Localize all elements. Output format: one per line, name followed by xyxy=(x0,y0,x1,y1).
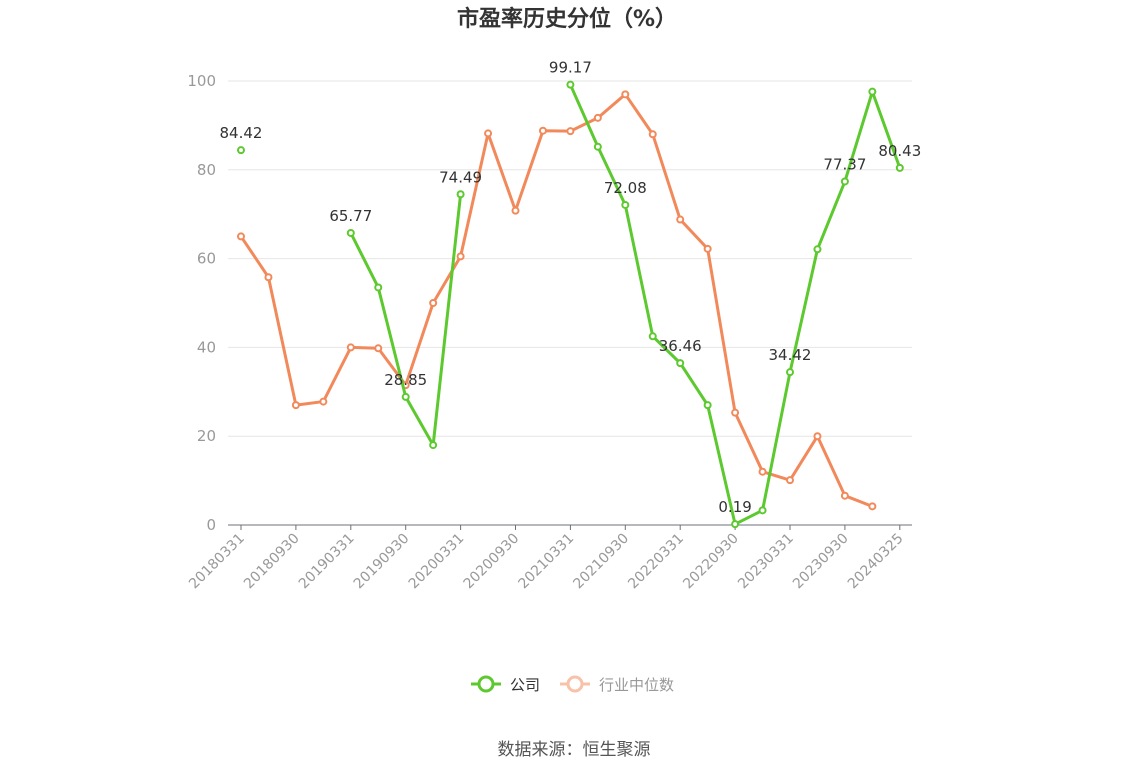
data-point-industry-median xyxy=(511,206,520,215)
y-tick-label: 60 xyxy=(197,250,216,268)
data-point-industry-median xyxy=(593,113,602,122)
data-point-industry-median xyxy=(484,129,493,138)
x-tick-label: 20190331 xyxy=(296,531,358,593)
x-tick-label: 20200331 xyxy=(406,531,468,593)
data-label: 80.43 xyxy=(878,142,921,160)
y-tick-label: 80 xyxy=(197,161,216,179)
y-axis: 0 20 40 60 80 100 xyxy=(187,72,216,534)
data-label: 0.19 xyxy=(718,498,751,516)
data-point-company xyxy=(566,80,575,89)
x-axis: 2018033120180930201903312019093020200331… xyxy=(186,524,912,593)
data-point-company xyxy=(374,283,383,292)
data-point-industry-median xyxy=(840,491,849,500)
legend[interactable]: 公司 行业中位数 xyxy=(471,675,674,694)
legend-marker xyxy=(566,675,584,693)
x-tick-label: 20180331 xyxy=(186,531,248,593)
data-point-industry-median xyxy=(264,273,273,282)
data-point-industry-median xyxy=(786,476,794,485)
data-point-company xyxy=(703,401,712,410)
y-tick-label: 100 xyxy=(187,72,216,90)
x-tick-label: 20220930 xyxy=(680,531,742,593)
data-point-industry-median xyxy=(648,130,657,139)
data-point-industry-median xyxy=(758,467,767,476)
data-point-industry-median xyxy=(374,344,383,353)
data-source: 数据来源：恒生聚源 xyxy=(498,740,651,760)
x-tick-label: 20220331 xyxy=(625,531,687,593)
data-point-company xyxy=(346,228,355,237)
x-tick-label: 20210331 xyxy=(516,531,578,593)
data-point-company xyxy=(840,177,849,186)
x-tick-label: 20240325 xyxy=(845,531,907,593)
data-point-industry-median xyxy=(731,408,740,417)
legend-item-company[interactable]: 公司 xyxy=(510,676,540,694)
data-point-industry-median xyxy=(538,126,547,135)
data-point-company xyxy=(676,359,685,368)
data-point-industry-median xyxy=(676,215,685,224)
series-line-company xyxy=(569,84,902,526)
series-layer xyxy=(237,80,904,529)
data-point-company xyxy=(429,441,438,450)
data-point-company xyxy=(593,142,602,151)
data-label: 36.46 xyxy=(659,337,702,355)
data-label: 34.42 xyxy=(769,346,812,364)
y-tick-label: 0 xyxy=(206,516,216,534)
data-point-company xyxy=(758,506,767,515)
data-point-industry-median xyxy=(291,401,300,410)
series-line-company xyxy=(349,194,463,447)
data-point-company xyxy=(813,245,822,254)
x-tick-label: 20200930 xyxy=(461,531,523,593)
data-point-industry-median xyxy=(868,502,877,511)
data-label: 65.77 xyxy=(329,207,372,225)
data-point-industry-median xyxy=(813,432,822,441)
data-point-industry-median xyxy=(319,397,328,406)
chart-title: 市盈率历史分位（%） xyxy=(457,6,677,32)
data-point-company xyxy=(648,332,657,341)
data-point-industry-median xyxy=(429,299,438,307)
data-label: 72.08 xyxy=(604,179,647,197)
legend-item-industry-median[interactable]: 行业中位数 xyxy=(599,676,674,694)
data-point-company xyxy=(401,392,410,401)
y-tick-label: 40 xyxy=(197,338,216,356)
data-point-industry-median xyxy=(703,244,712,253)
data-label: 84.42 xyxy=(220,124,263,142)
data-point-company xyxy=(786,368,794,377)
y-tick-label: 20 xyxy=(197,427,216,445)
data-point-company xyxy=(621,200,630,209)
x-tick-label: 20230331 xyxy=(735,531,797,593)
data-point-industry-median xyxy=(621,90,630,99)
data-labels: 84.42 65.77 28.85 74.49 99.17 72.08 36.46 0.19 3… xyxy=(220,59,922,516)
x-tick-label: 20180930 xyxy=(241,531,303,593)
data-point-industry-median xyxy=(237,232,245,241)
x-tick-label: 20190930 xyxy=(351,531,413,593)
data-label: 99.17 xyxy=(549,59,592,77)
data-label: 77.37 xyxy=(823,155,866,173)
data-point-industry-median xyxy=(346,343,355,352)
data-point-company xyxy=(456,190,465,199)
data-point-industry-median xyxy=(566,127,575,136)
legend-marker xyxy=(477,675,495,693)
data-point-company xyxy=(868,87,877,96)
data-point-company xyxy=(237,146,245,155)
data-label: 74.49 xyxy=(439,168,482,186)
data-point-industry-median xyxy=(456,252,465,261)
data-point-company xyxy=(895,163,904,172)
data-point-company xyxy=(731,520,740,529)
x-tick-label: 20230930 xyxy=(790,531,852,593)
x-tick-label: 20210930 xyxy=(570,531,632,593)
data-label: 28.85 xyxy=(384,371,427,389)
series-line-industry-median xyxy=(239,92,873,508)
